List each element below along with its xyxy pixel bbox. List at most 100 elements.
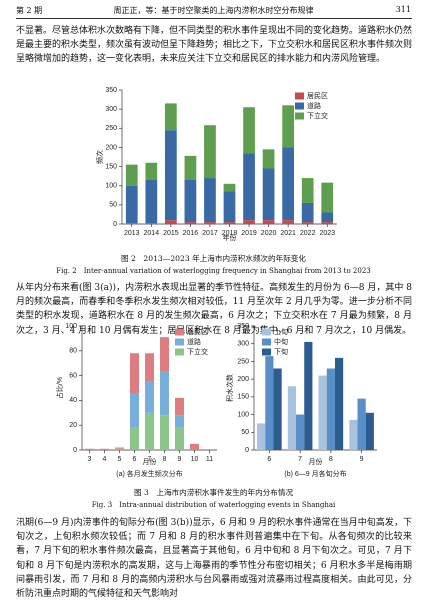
- x-tick-label: 2014: [144, 230, 160, 237]
- figure-caption: 图 2 2013—2023 年上海市内涝积水频次的年际变化: [121, 254, 306, 263]
- bar-segment: [85, 448, 94, 450]
- y-axis-label: 积水次数: [225, 374, 234, 402]
- legend-swatch: [175, 348, 184, 356]
- bar: [287, 386, 297, 450]
- y-tick-label: 300: [105, 106, 117, 113]
- bar-segment: [145, 412, 154, 450]
- bar-segment: [282, 220, 294, 224]
- x-tick-label: 10: [191, 456, 199, 463]
- bar-segment: [175, 427, 184, 450]
- bar-segment: [301, 202, 314, 223]
- bar: [265, 356, 274, 450]
- legend-swatch: [175, 338, 184, 346]
- y-tick-label: 350: [237, 323, 249, 330]
- bar-segment: [301, 178, 314, 203]
- y-tick-label: 100: [65, 323, 77, 330]
- bar-segment: [184, 155, 197, 180]
- bar-segment: [115, 448, 124, 450]
- legend-label: 下旬: [274, 347, 288, 356]
- bar-segment: [223, 191, 236, 223]
- y-tick-label: 40: [69, 397, 77, 404]
- legend-swatch: [262, 338, 271, 346]
- x-tick-label: 2022: [300, 230, 316, 237]
- bar-segment: [160, 337, 169, 372]
- x-tick-label: 11: [206, 456, 213, 463]
- figure-caption-en: Fig. 3 Intra-annual distribution of wate…: [91, 501, 336, 509]
- bar-segment: [145, 223, 158, 224]
- bar: [334, 357, 344, 450]
- x-tick-label: 6: [133, 456, 137, 463]
- x-tick-label: 2015: [163, 230, 179, 237]
- x-tick-label: 4: [103, 456, 107, 463]
- x-tick-label: 2023: [319, 230, 335, 237]
- figure-caption: 图 3 上海市内涝积水事件发生的年内分布情况: [133, 488, 294, 497]
- bar-segment: [282, 147, 294, 221]
- bar-segment: [115, 447, 124, 449]
- legend-label: 下立交: [187, 347, 208, 356]
- legend-label: 居民区: [307, 92, 328, 100]
- bar-segment: [165, 130, 177, 221]
- figure-caption-en: Fig. 2 Inter-annual variation of waterlo…: [56, 267, 371, 275]
- x-tick-label: 2017: [202, 230, 218, 237]
- bar-segment: [165, 103, 177, 131]
- legend-label: 道路: [307, 101, 321, 110]
- bar-segment: [243, 107, 255, 154]
- x-tick-label: 7: [298, 456, 302, 463]
- bar: [296, 414, 305, 450]
- y-tick-label: 200: [105, 144, 117, 151]
- x-tick-label: 7: [148, 456, 152, 463]
- paragraph: 从年内分布来看(图 3(a))，内涝积水表现出显著的季节性特征。高频发生的月份为…: [16, 283, 412, 336]
- x-tick-label: 6: [267, 456, 271, 463]
- x-tick-label: 2013: [124, 230, 140, 237]
- bar-segment: [321, 182, 334, 213]
- x-tick-label: 9: [178, 456, 182, 463]
- bar: [349, 419, 358, 450]
- paragraph: 不显著。尽管总体积水次数略有下降，但不同类型的积水事件呈现出不同的变化趋势。道路…: [16, 26, 413, 65]
- bar-segment: [160, 415, 169, 450]
- y-tick-label: 350: [105, 87, 117, 94]
- legend-label: 中旬: [274, 337, 288, 346]
- bar-segment: [100, 448, 109, 450]
- paragraph: 汛期(6—9 月)内涝事件的旬际分布(图 3(b))显示，6 月和 9 月的积水…: [16, 518, 412, 600]
- bar-segment: [223, 183, 236, 192]
- bar-segment: [184, 222, 197, 224]
- legend-label: 道路: [187, 337, 201, 346]
- x-tick-label: 2019: [241, 230, 257, 237]
- bar-segment: [223, 222, 236, 224]
- y-tick-label: 100: [105, 183, 117, 190]
- running-title: 周正正，等：基于时空聚类的上海内涝积水时空分布规律: [113, 6, 314, 15]
- bar-segment: [175, 397, 184, 416]
- y-tick-label: 50: [109, 202, 117, 209]
- y-tick-label: 0: [113, 221, 117, 228]
- bar-segment: [145, 179, 158, 224]
- y-tick-label: 80: [69, 348, 77, 355]
- x-tick-label: 2020: [261, 230, 277, 237]
- bar-segment: [301, 222, 314, 224]
- bar: [304, 341, 313, 450]
- y-tick-label: 100: [237, 411, 249, 418]
- bar-segment: [145, 162, 158, 180]
- bar-segment: [130, 427, 139, 450]
- legend-swatch: [175, 328, 184, 336]
- page-number: 311: [395, 5, 411, 14]
- x-tick-label: 8: [329, 456, 333, 463]
- bar-segment: [204, 178, 216, 223]
- bar-segment: [321, 222, 334, 224]
- y-tick-label: 250: [105, 125, 117, 132]
- bar-segment: [282, 105, 294, 148]
- subcaption: (b) 6—9 月各旬分布: [284, 469, 346, 478]
- x-tick-label: 2016: [183, 230, 199, 237]
- y-tick-label: 0: [245, 447, 249, 454]
- bar-segment: [160, 371, 169, 416]
- legend-swatch: [262, 348, 271, 356]
- bar: [357, 398, 366, 450]
- x-axis-label: 月份: [309, 457, 323, 466]
- legend-label: 居民区: [187, 328, 208, 336]
- legend-swatch: [295, 92, 304, 100]
- x-tick-label: 5: [118, 456, 122, 463]
- y-tick-label: 0: [73, 447, 77, 454]
- bar-segment: [125, 223, 138, 224]
